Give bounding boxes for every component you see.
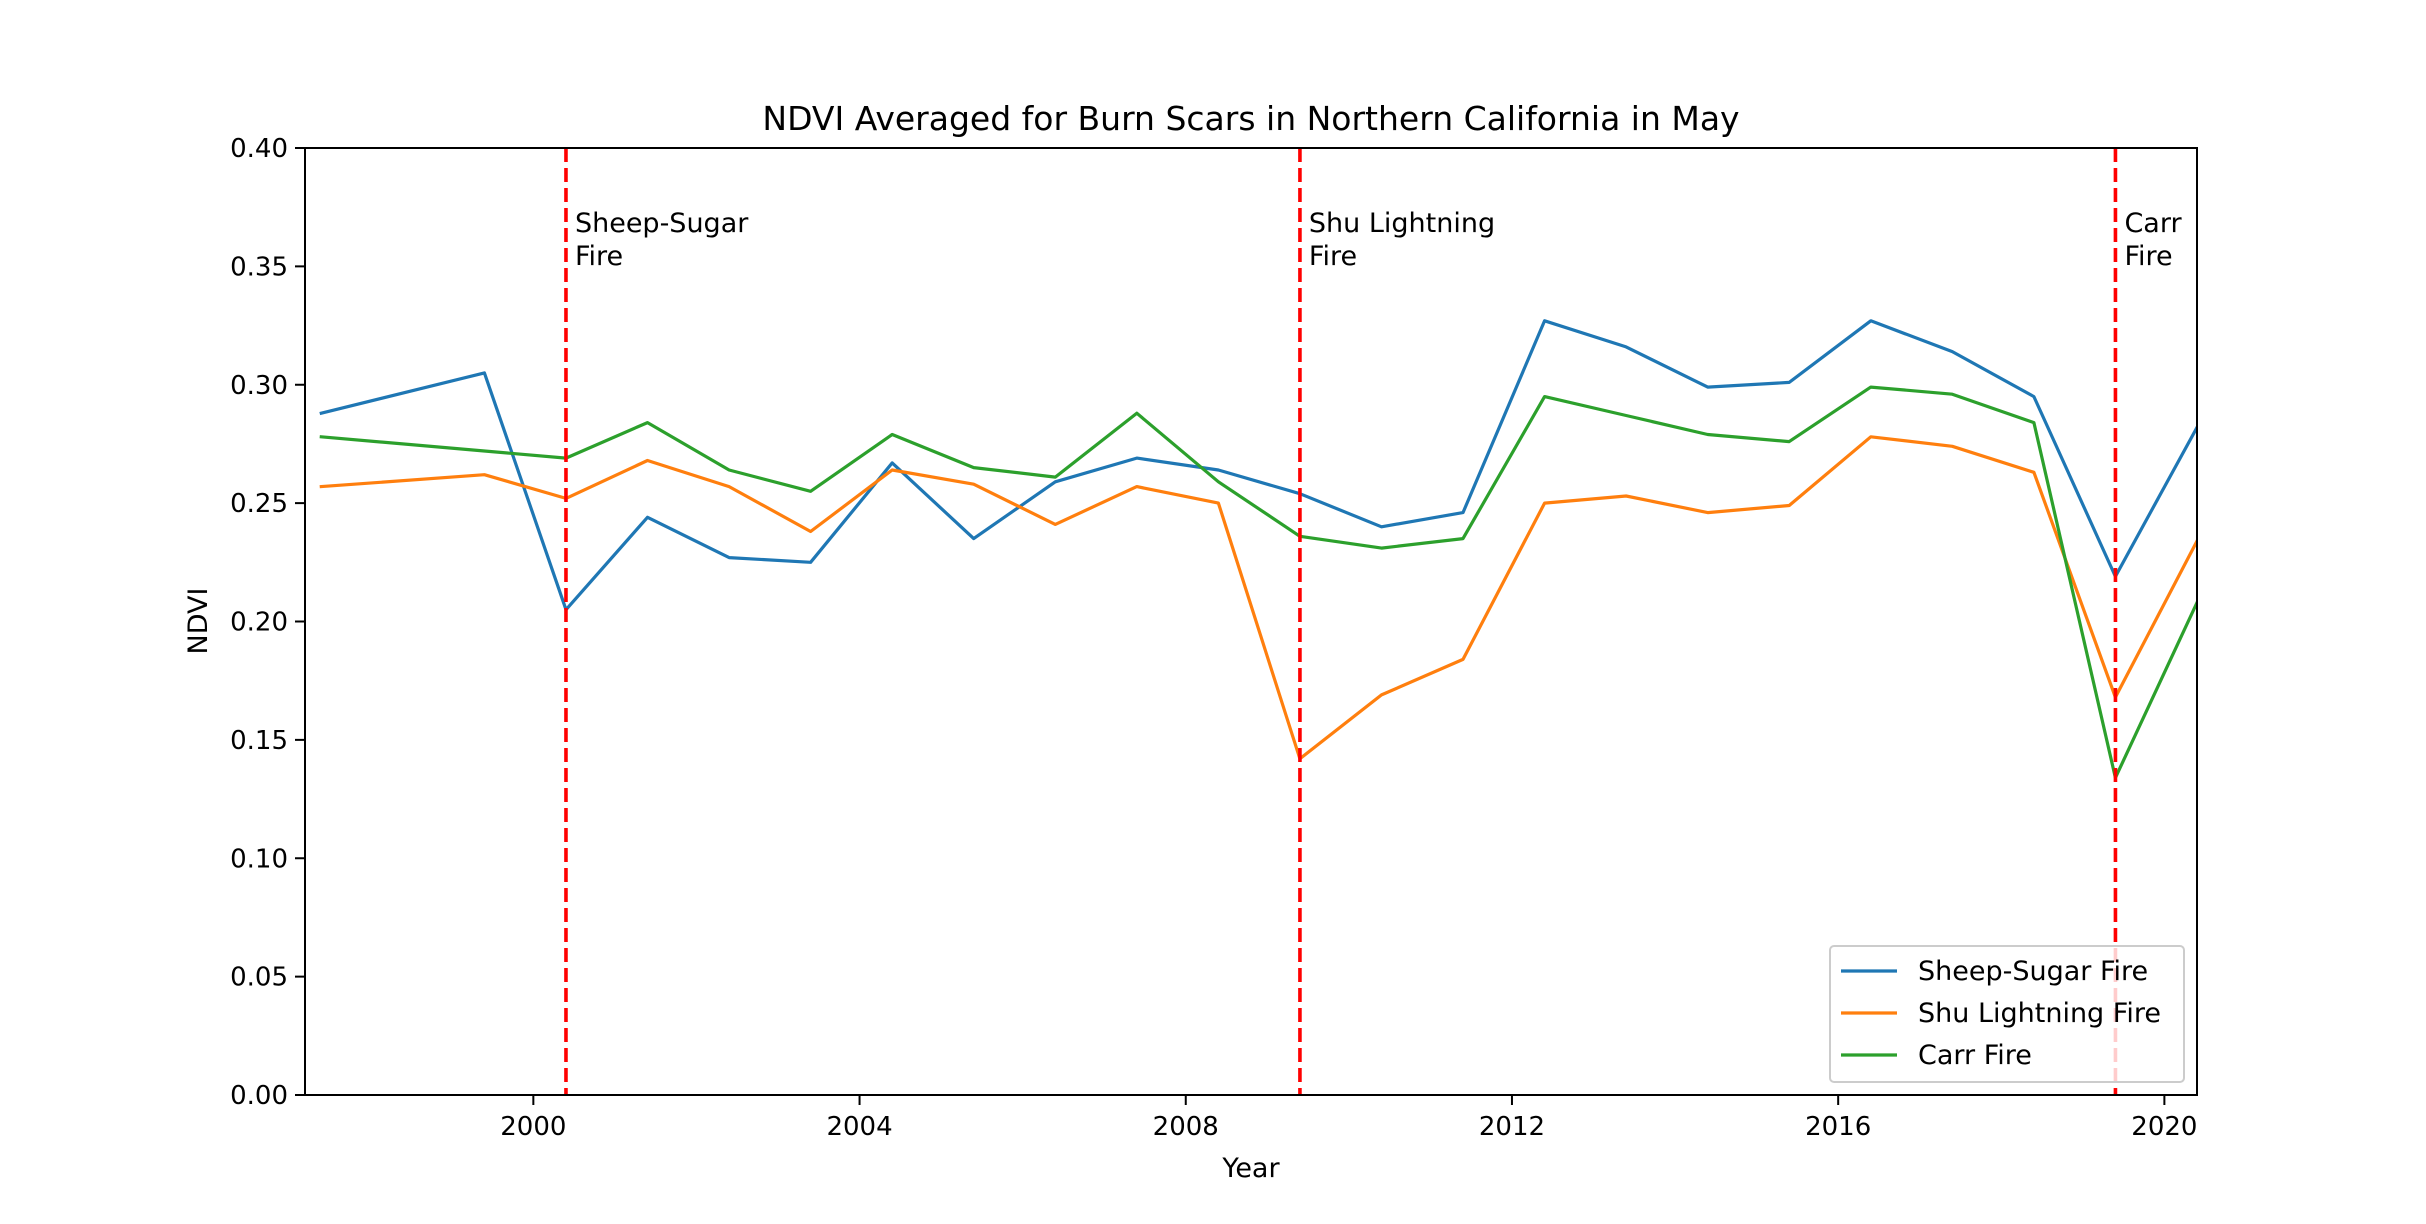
legend: Sheep-Sugar Fire Shu Lightning Fire Carr F…	[1829, 945, 2185, 1083]
fire-marker-label-0-line2: Fire	[575, 241, 623, 272]
y-tick-label-4: 0.20	[230, 608, 288, 638]
x-tick-label-5: 2020	[2131, 1112, 2197, 1142]
y-tick-label-5: 0.25	[230, 489, 288, 519]
y-tick-label-8: 0.40	[230, 134, 288, 164]
y-axis: 0.00 0.05 0.10 0.15 0.20 0.25 0.30 0.35 0.40	[230, 134, 305, 1111]
x-tick-label-0: 2000	[500, 1112, 566, 1142]
x-tick-label-1: 2004	[826, 1112, 892, 1142]
legend-box	[1829, 945, 2185, 1083]
y-tick-label-6: 0.30	[230, 371, 288, 401]
chart-title: NDVI Averaged for Burn Scars in Northern…	[762, 99, 1739, 138]
y-tick-label-0: 0.00	[230, 1081, 288, 1111]
fire-marker-label-2-line2: Fire	[2124, 241, 2172, 272]
x-axis-label: Year	[1221, 1153, 1280, 1184]
legend-label-1: Shu Lightning Fire	[1918, 998, 2161, 1029]
x-tick-label-2: 2008	[1153, 1112, 1219, 1142]
legend-label-2: Carr Fire	[1918, 1040, 2032, 1071]
fire-marker-label-1-line1: Shu Lightning	[1309, 208, 1495, 239]
y-tick-label-3: 0.15	[230, 726, 288, 756]
fire-marker-label-0-line1: Sheep-Sugar	[575, 208, 749, 239]
fire-marker-label-2-line1: Carr	[2124, 208, 2182, 239]
series-line-1	[319, 435, 2197, 761]
series-line-0	[319, 319, 2197, 612]
x-tick-label-4: 2016	[1805, 1112, 1871, 1142]
x-axis: 2000 2004 2008 2012 2016 2020	[500, 1095, 2197, 1142]
plot-area	[319, 148, 2197, 1095]
y-tick-label-1: 0.05	[230, 963, 288, 993]
legend-label-0: Sheep-Sugar Fire	[1918, 956, 2148, 987]
series-line-2	[319, 385, 2197, 780]
y-tick-label-7: 0.35	[230, 252, 288, 282]
x-tick-label-3: 2012	[1479, 1112, 1545, 1142]
y-axis-label: NDVI	[183, 588, 214, 655]
y-tick-label-2: 0.10	[230, 844, 288, 874]
fire-marker-label-1-line2: Fire	[1309, 241, 1357, 272]
